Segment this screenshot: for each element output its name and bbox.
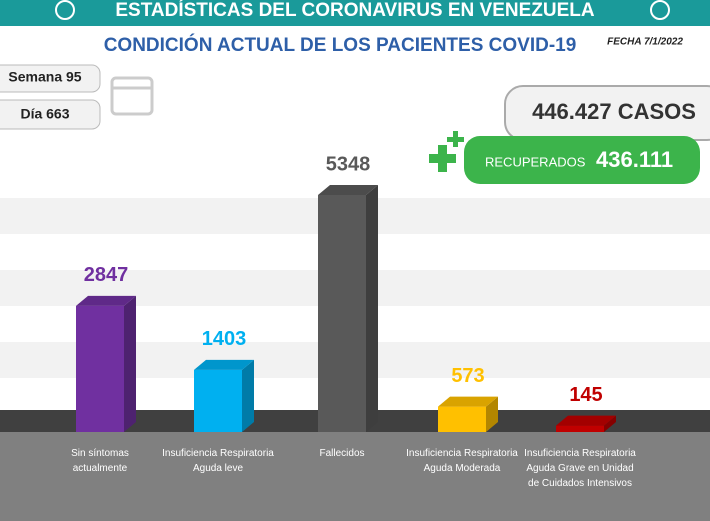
virus-icon (650, 0, 670, 20)
category-label: Sin síntomas actualmente (71, 448, 129, 474)
category-label: Fallecidos (319, 448, 365, 459)
day: Día 663 (20, 106, 69, 122)
date: FECHA 7/1/2022 (607, 37, 683, 48)
header-title: ESTADÍSTICAS DEL CORONAVIRUS EN VENEZUEL… (115, 0, 595, 21)
subtitle: CONDICIÓN ACTUAL DE LOS PACIENTES COVID-… (104, 34, 577, 56)
bar-side (366, 185, 378, 432)
bar-top (318, 185, 378, 195)
value-label: 1403 (202, 328, 247, 350)
cases: 446.427 CASOS (532, 99, 696, 124)
value-label: 5348 (326, 153, 371, 175)
label-band (0, 432, 710, 521)
bar-front (556, 425, 604, 432)
category-label: Insuficiencia Respiratoria Aguda Moderad… (406, 448, 518, 474)
bar (76, 295, 136, 432)
week-box (0, 64, 101, 93)
recovered-value: 436.111 (596, 147, 673, 172)
bar-side (124, 295, 136, 432)
header-band (0, 0, 710, 26)
value-label: 2847 (84, 264, 129, 286)
value-label: 573 (451, 365, 484, 387)
bar-top (556, 415, 616, 426)
calendar-icon (110, 76, 154, 116)
week: Semana 95 (8, 69, 81, 85)
bar-side (486, 396, 498, 432)
day-box (0, 99, 101, 130)
bar-front (438, 406, 486, 432)
bar-front (76, 305, 124, 432)
bar (194, 359, 254, 432)
value-label: 145 (569, 384, 602, 406)
bar-top (438, 396, 498, 407)
bar-top (76, 295, 136, 306)
bar-top (194, 359, 254, 370)
plus-icon (429, 131, 464, 172)
recovered-label: RECUPERADOS (485, 154, 586, 169)
category-label: Insuficiencia Respiratoria Aguda leve (162, 448, 274, 474)
bar (438, 396, 498, 432)
virus-icon (55, 0, 75, 20)
bar-side (604, 415, 616, 432)
bar (556, 415, 616, 432)
recovered-box (464, 136, 700, 184)
bar-front (194, 369, 242, 432)
bar (318, 185, 378, 432)
category-label: Insuficiencia Respiratoria Aguda Grave e… (524, 448, 636, 489)
bar-front (318, 195, 366, 432)
bar-side (242, 359, 254, 432)
